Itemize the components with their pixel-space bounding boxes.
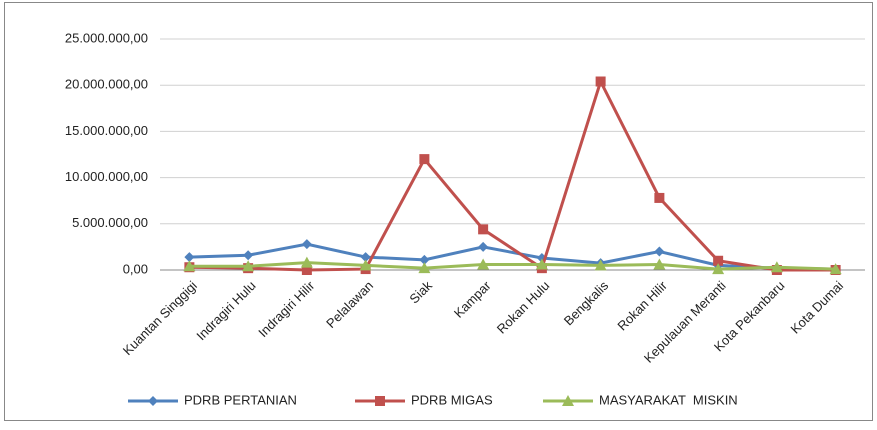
x-tick-label: Siak	[406, 278, 435, 307]
legend-marker	[375, 396, 385, 406]
series-line	[189, 242, 836, 271]
point	[183, 260, 196, 272]
point	[594, 259, 607, 271]
point	[595, 76, 606, 87]
legend-marker	[148, 396, 158, 406]
point	[654, 192, 665, 203]
point	[418, 262, 431, 274]
point	[419, 154, 430, 165]
legend-label: PDRB PERTANIAN	[184, 392, 297, 407]
series-line	[189, 261, 836, 271]
x-tick-label: Kuantan Singgigi	[120, 278, 200, 358]
point	[713, 255, 724, 266]
y-tick-label: 0,00	[123, 261, 148, 276]
point	[300, 256, 313, 268]
point	[184, 252, 195, 263]
chart-border	[4, 2, 873, 421]
x-tick-label: Pelalawan	[323, 278, 376, 331]
y-tick-label: 20.000.000,00	[65, 77, 148, 92]
point	[419, 254, 430, 265]
point	[478, 224, 489, 235]
point	[654, 246, 665, 257]
point	[301, 239, 312, 250]
legend-label: PDRB MIGAS	[411, 392, 493, 407]
point	[770, 261, 783, 273]
legend-label: MASYARAKAT MISKIN	[599, 392, 738, 407]
x-tick-label: Bengkalis	[561, 278, 612, 329]
x-tick-label: Indragiri Hilir	[255, 277, 318, 340]
point	[477, 258, 490, 270]
legend-marker	[562, 395, 574, 406]
y-tick-label: 10.000.000,00	[65, 169, 148, 184]
x-tick-label: Indragiri Hulu	[193, 278, 258, 343]
y-tick-label: 15.000.000,00	[65, 123, 148, 138]
point	[712, 263, 725, 275]
x-tick-label: Rokan Hilir	[614, 277, 670, 333]
point	[301, 265, 312, 275]
point	[829, 263, 842, 275]
series-line	[189, 77, 836, 272]
point	[478, 241, 489, 252]
x-tick-label: Rokan Hulu	[494, 278, 553, 337]
x-tick-label: Kampar	[451, 277, 494, 320]
point	[535, 258, 548, 270]
y-tick-label: 5.000.000,00	[72, 215, 148, 230]
point	[243, 250, 254, 261]
point	[360, 252, 371, 263]
y-tick-label: 25.000.000,00	[65, 30, 148, 45]
x-tick-label: Kota Dumai	[788, 278, 847, 337]
point	[653, 258, 666, 270]
point	[242, 260, 255, 272]
point	[359, 259, 372, 271]
